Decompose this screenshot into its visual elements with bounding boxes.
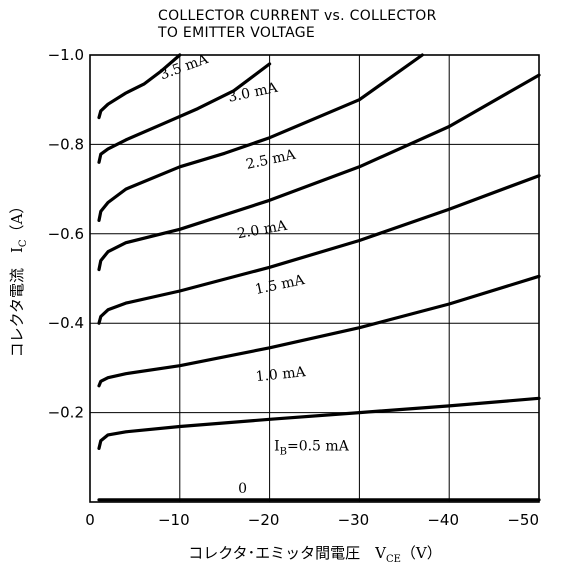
series-label-4: 2.0 mA [236, 218, 289, 243]
series-label-3: 1.5 mA [254, 272, 307, 298]
y-tick-label: −0.6 [48, 225, 84, 243]
x-tick-label: −10 [158, 511, 190, 529]
tick-labels: 0 −10 −20 −30 −40 −50 −0.2 −0.4 −0.6 −0.8 −1.0 [48, 46, 539, 529]
y-tick-label: −0.2 [48, 404, 84, 422]
series-curve-4 [97, 73, 541, 272]
x-tick-label: 0 [85, 511, 95, 529]
series-curve-2 [97, 274, 541, 388]
x-tick-label: −20 [248, 511, 280, 529]
y-tick-label: −0.8 [48, 135, 84, 153]
x-axis-label: コレクタ･エミッタ間電圧 VCE（V） [188, 544, 442, 565]
series-label-2: 1.0 mA [255, 364, 307, 385]
series-label-6: 3.0 mA [227, 80, 280, 106]
grid [90, 55, 539, 502]
x-tick-label: −30 [338, 511, 370, 529]
series-label-1: IB=0.5 mA [274, 439, 350, 458]
series-labels: 0 IB=0.5 mA 1.0 mA 1.5 mA 2.0 mA 2.5 mA 3.0 mA… [158, 51, 350, 497]
y-tick-label: −1.0 [48, 46, 84, 64]
x-tick-label: −40 [427, 511, 459, 529]
chart-title-line-1: COLLECTOR CURRENT vs. COLLECTOR [158, 8, 437, 24]
series-curves [97, 53, 541, 502]
series-label-0: 0 [238, 481, 247, 497]
chart-title-line-2: TO EMITTER VOLTAGE [157, 25, 315, 41]
y-tick-label: −0.4 [48, 314, 84, 332]
series-curve-3 [97, 174, 541, 325]
series-label-5: 2.5 mA [245, 147, 298, 173]
series-curve-5 [97, 53, 424, 222]
x-tick-label: −50 [507, 511, 539, 529]
series-curve-6 [97, 62, 272, 164]
series-curve-1 [97, 396, 541, 450]
y-axis-label: コレクタ電流 IC（A） [8, 199, 29, 358]
plot-frame [89, 54, 540, 503]
series-curve-7 [97, 53, 182, 120]
